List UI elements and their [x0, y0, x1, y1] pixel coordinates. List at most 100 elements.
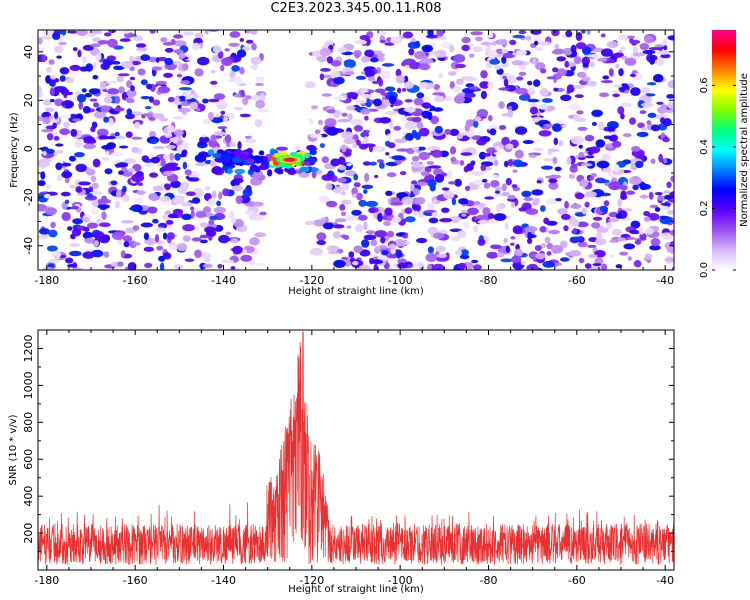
heatmap-cell [354, 52, 360, 59]
heatmap-cell [107, 88, 120, 95]
heatmap-cell [562, 47, 573, 56]
heatmap-cell [584, 191, 597, 198]
heatmap-cell [460, 152, 473, 156]
heatmap-cell [457, 134, 463, 139]
heatmap-cell [158, 117, 169, 122]
heatmap-feature-cell [303, 153, 311, 158]
heatmap-cell [337, 119, 351, 123]
heatmap-cell [626, 190, 635, 195]
heatmap-cell [501, 49, 509, 54]
heatmap-cell [490, 244, 502, 250]
heatmap-cell [402, 234, 409, 239]
heatmap-cell [361, 184, 374, 189]
heatmap-cell [38, 37, 43, 45]
y-tick-label: 600 [22, 449, 35, 470]
heatmap-cell [239, 66, 245, 75]
heatmap-cell [418, 151, 430, 161]
heatmap-cell [306, 144, 317, 151]
heatmap-feature-cell [239, 153, 248, 160]
heatmap-cell [644, 93, 656, 97]
heatmap-cell [236, 49, 247, 58]
heatmap-cell [603, 200, 610, 207]
heatmap-cell [452, 86, 462, 93]
heatmap-cell [397, 262, 408, 269]
heatmap-cell [207, 198, 217, 207]
heatmap-cell [527, 87, 536, 96]
snr-axes: -180 -160 -140 -120 -100 -80 -60 -40 200 400 600 80… [22, 329, 674, 587]
heatmap-cell [108, 30, 117, 33]
heatmap-cell [503, 237, 508, 243]
heatmap-cell [77, 93, 87, 103]
heatmap-cell [311, 105, 318, 110]
heatmap-cell [104, 168, 113, 175]
heatmap-cell [342, 183, 350, 191]
heatmap-cell [527, 80, 533, 86]
heatmap-cell [46, 133, 54, 141]
heatmap-cell [104, 151, 110, 156]
heatmap-cell [383, 221, 392, 226]
heatmap-cell [62, 113, 71, 120]
heatmap-cell [606, 121, 619, 129]
heatmap-cell [149, 130, 156, 138]
heatmap-cell [575, 32, 583, 41]
x-tick-label: -140 [211, 274, 236, 287]
heatmap-cell [327, 251, 339, 255]
heatmap-cell [204, 258, 211, 262]
heatmap-cell [581, 56, 590, 66]
heatmap-cell [83, 138, 97, 145]
heatmap-cell [512, 225, 523, 234]
heatmap-cell [534, 147, 544, 152]
heatmap-cell [649, 233, 658, 237]
heatmap-cell [363, 234, 377, 241]
heatmap-cell [129, 76, 136, 81]
heatmap-feature-cell [258, 164, 269, 171]
heatmap-feature-cell [255, 168, 261, 173]
heatmap-cell [545, 198, 557, 205]
heatmap-cell [320, 68, 331, 72]
heatmap-cell [470, 31, 483, 36]
heatmap-cell [218, 191, 223, 200]
heatmap-cell [126, 108, 133, 115]
heatmap-cell [528, 154, 536, 159]
heatmap-cell [417, 261, 424, 269]
heatmap-cell [381, 250, 389, 256]
heatmap-cell [487, 49, 498, 59]
heatmap-cell [570, 163, 578, 168]
heatmap-cell [378, 117, 392, 124]
heatmap-cell [439, 218, 453, 223]
heatmap-cell [379, 39, 387, 44]
heatmap-cell [502, 75, 507, 80]
heatmap-cell [456, 78, 464, 85]
heatmap-cell [66, 77, 75, 84]
heatmap-cell [363, 221, 368, 231]
heatmap-cell [191, 42, 201, 51]
heatmap-cell [427, 202, 435, 211]
heatmap-cell [585, 155, 595, 159]
heatmap-cell [141, 54, 146, 59]
heatmap-cell [472, 46, 484, 53]
heatmap-cell [252, 216, 265, 221]
heatmap-cell [255, 76, 265, 82]
heatmap-cell [632, 52, 645, 57]
heatmap-cell [522, 140, 534, 144]
heatmap-cell [143, 246, 154, 252]
heatmap-cell [592, 263, 602, 267]
heatmap-cell [155, 57, 160, 63]
heatmap-cell [71, 267, 83, 270]
heatmap-cell [95, 53, 102, 61]
heatmap-cell [379, 70, 392, 79]
heatmap-cell [231, 185, 243, 192]
heatmap-cell [107, 118, 114, 127]
heatmap-cell [514, 149, 524, 159]
heatmap-cell [126, 99, 135, 103]
heatmap-cell [65, 103, 73, 109]
x-tick-label: -80 [480, 274, 498, 287]
heatmap-cell [637, 122, 645, 129]
heatmap-cell [217, 126, 228, 130]
heatmap-cell [125, 131, 133, 138]
heatmap-cell [235, 195, 243, 204]
heatmap-cell [426, 161, 434, 165]
heatmap-cell [667, 101, 674, 109]
heatmap-cell [74, 139, 83, 148]
heatmap-cell [354, 39, 368, 45]
